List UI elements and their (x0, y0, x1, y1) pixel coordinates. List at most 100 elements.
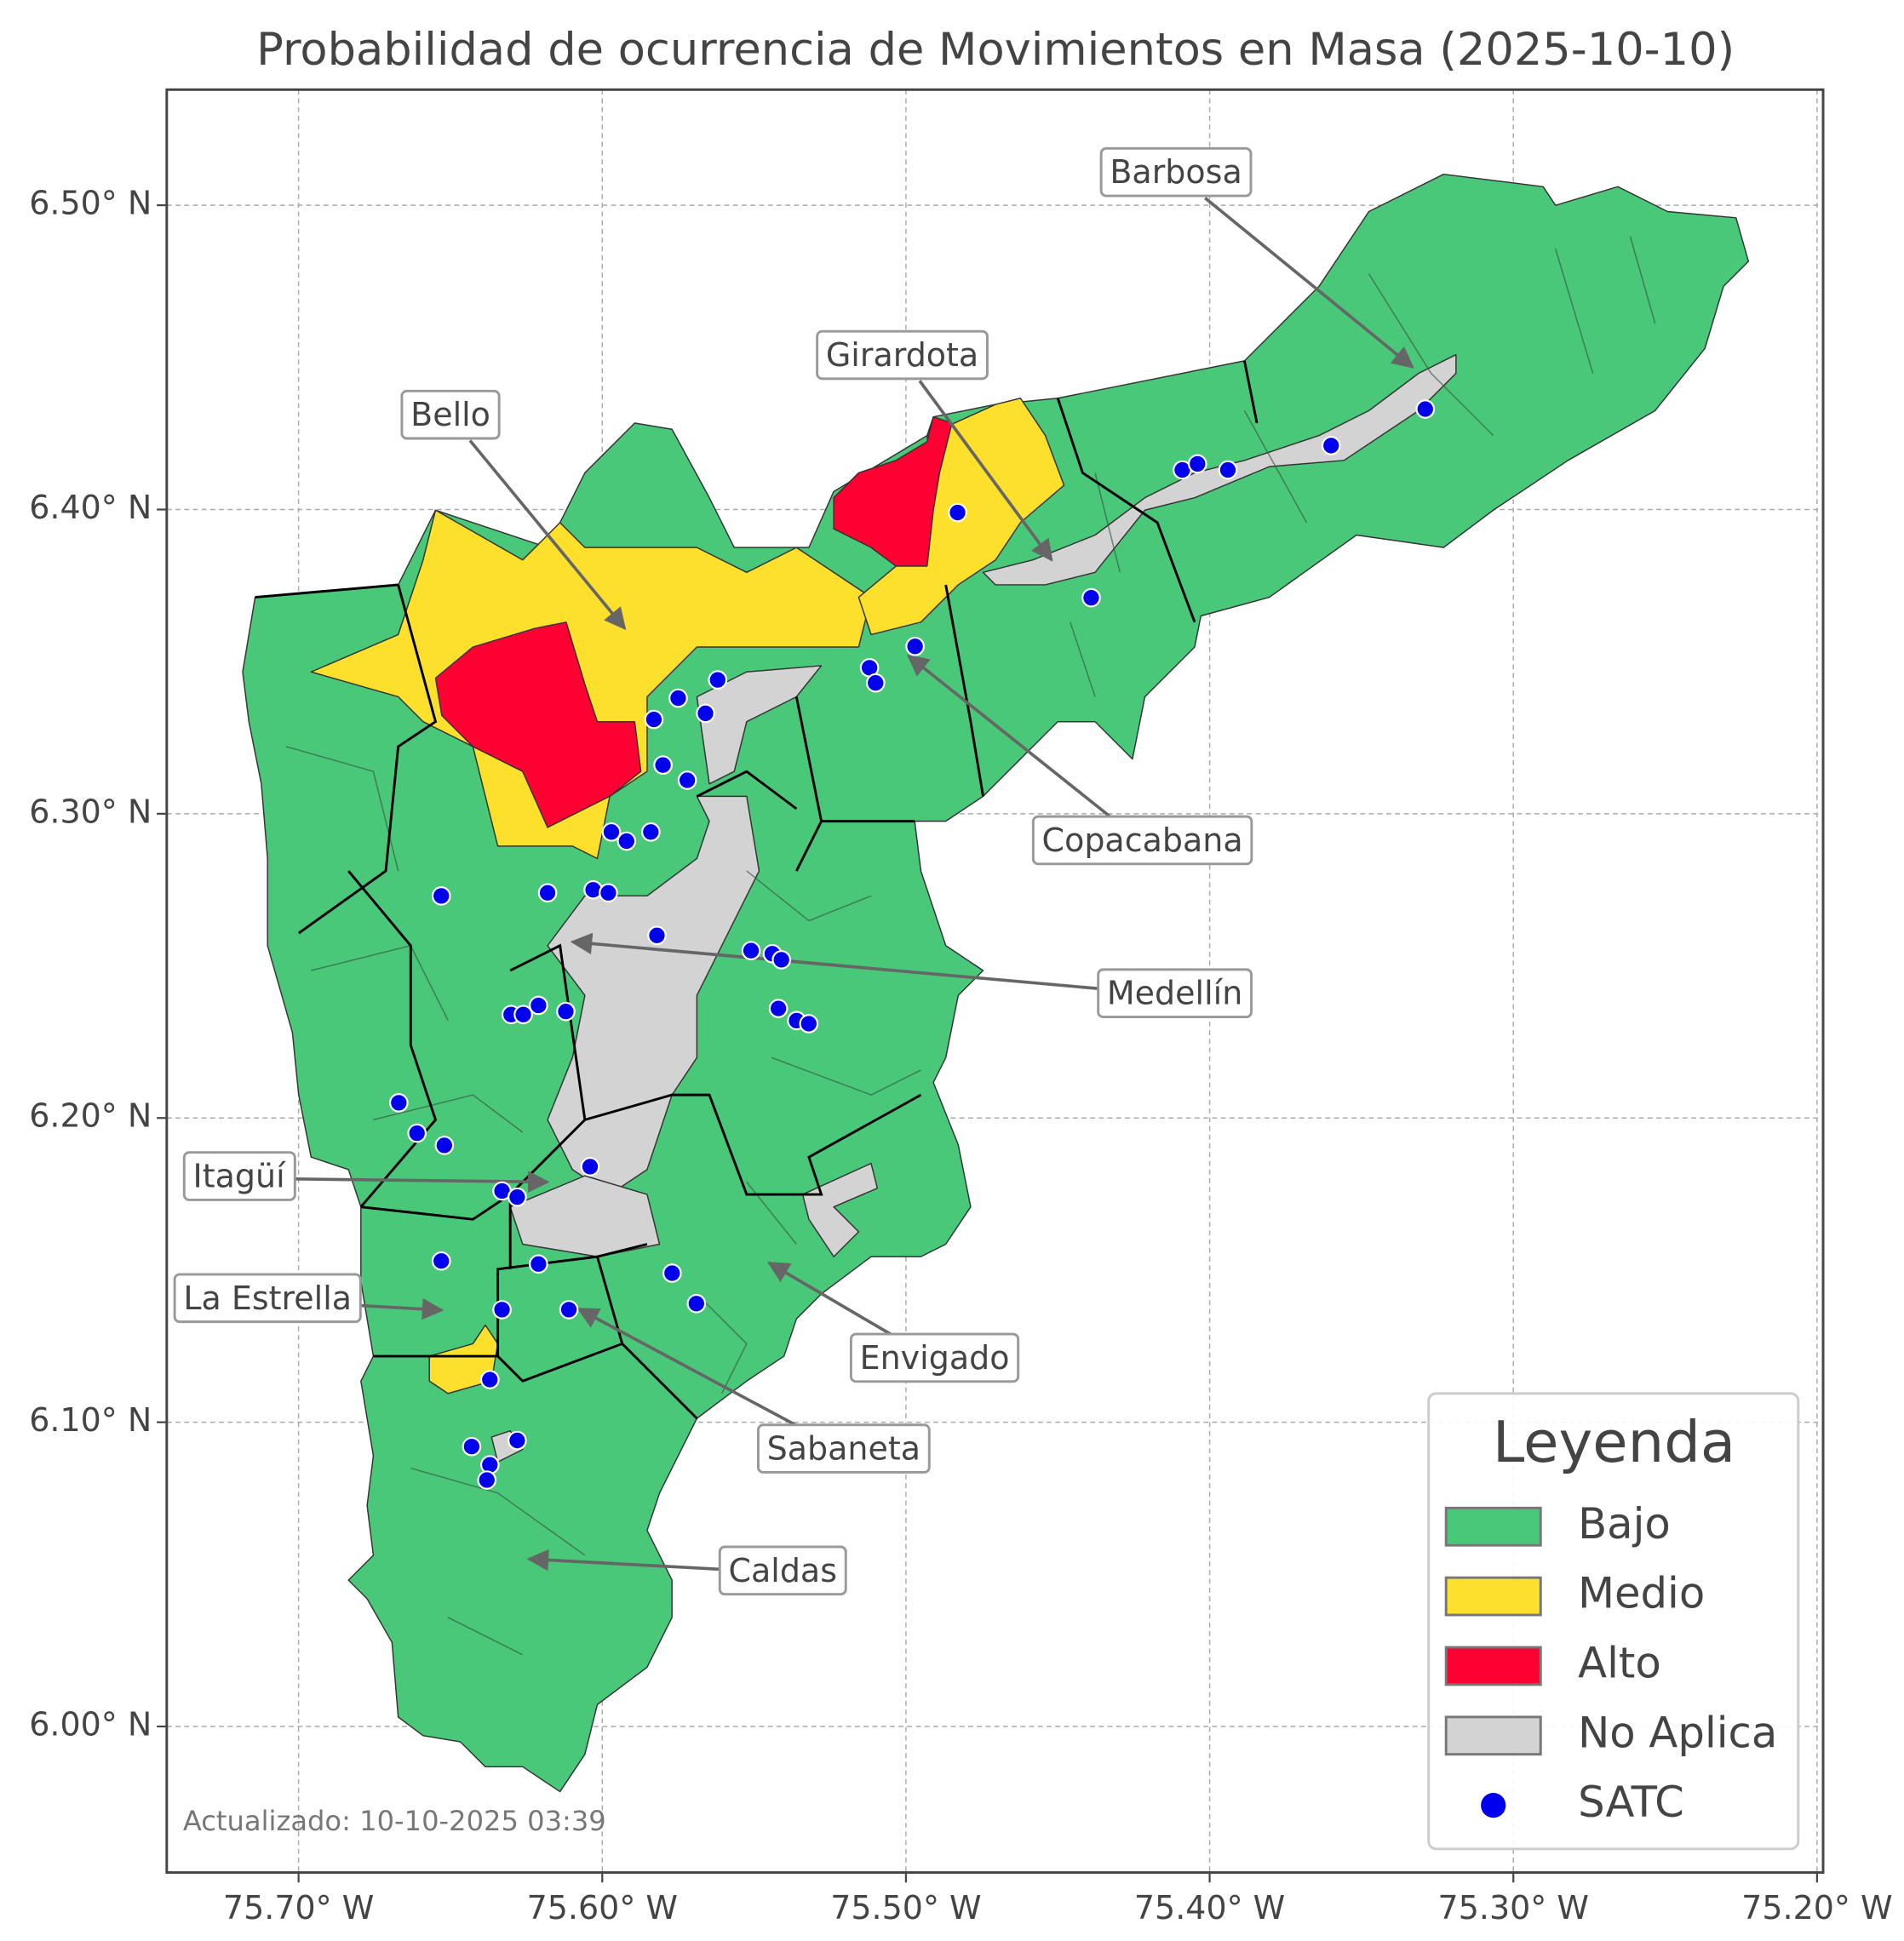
satc-point (696, 703, 715, 724)
satc-point (1415, 399, 1436, 419)
x-tick-label: 75.20° W (1741, 1889, 1892, 1927)
annotation-label: La Estrella (183, 1280, 352, 1317)
satc-point (1321, 436, 1341, 455)
annotation-box (182, 1151, 296, 1201)
satc-point (479, 1370, 500, 1389)
x-tick-label: 75.50° W (830, 1889, 981, 1927)
region-medio (428, 1324, 499, 1394)
satc-point (492, 1300, 512, 1320)
annotation-arrow (294, 1171, 550, 1193)
satc-point (905, 636, 925, 656)
region-no-aplica (801, 1162, 879, 1257)
satc-point (641, 822, 661, 842)
annotation-box (756, 1423, 931, 1474)
x-tick-label: 75.60° W (527, 1889, 678, 1927)
satc-point (388, 1093, 409, 1113)
satc-point (647, 925, 667, 946)
annotation: Envigado (766, 1261, 1020, 1383)
annotation-box (1031, 815, 1253, 866)
satc-point (741, 941, 761, 961)
x-tick-label: 75.30° W (1438, 1889, 1589, 1927)
legend-label: Medio (1578, 1569, 1705, 1618)
annotation-label: Girardota (826, 336, 978, 374)
legend-swatch (1444, 1646, 1542, 1686)
legend-swatch (1444, 1506, 1542, 1547)
legend-label: SATC (1578, 1778, 1684, 1827)
annotation-label: Envigado (860, 1339, 1010, 1377)
satc-point (431, 886, 451, 906)
annotation-arrow (576, 1307, 800, 1429)
satc-point (768, 999, 789, 1018)
region-no-aplica (696, 665, 823, 785)
satc-point (462, 1436, 482, 1457)
annotation: La Estrella (173, 1273, 444, 1324)
annotation-label: Barbosa (1110, 153, 1242, 191)
satc-point (529, 1254, 548, 1274)
satc-point (1218, 460, 1238, 480)
annotation-arrow (906, 654, 1114, 821)
satc-point (537, 883, 558, 903)
satc-point (677, 770, 697, 790)
annotation-label: Sabaneta (767, 1430, 920, 1468)
region-medio (310, 509, 872, 860)
satc-point (407, 1123, 427, 1143)
x-tick-label: 75.70° W (223, 1889, 374, 1927)
satc-point (529, 995, 548, 1016)
annotation-label: Bello (410, 396, 490, 433)
annotation-box (400, 389, 501, 440)
y-tick-label: 6.30° N (29, 793, 152, 830)
satc-point (686, 1293, 707, 1314)
annotation: Sabaneta (576, 1307, 931, 1474)
annotation-arrow (766, 1261, 895, 1338)
satc-point (948, 502, 967, 523)
annotation: Copacabana (906, 654, 1253, 866)
y-tick-label: 6.40° N (29, 489, 152, 526)
region-alto (434, 621, 642, 828)
annotation: Medellín (570, 932, 1253, 1019)
annotation: Girardota (816, 329, 1053, 562)
annotation-arrow (1204, 197, 1414, 369)
satc-point (599, 883, 618, 903)
satc-point (708, 670, 728, 690)
legend-label: No Aplica (1578, 1708, 1777, 1757)
annotation-box (718, 1545, 847, 1596)
map-frame (165, 88, 1825, 1875)
satc-points (388, 399, 1436, 1490)
legend-label: Bajo (1578, 1499, 1671, 1549)
annotation: Caldas (526, 1545, 847, 1596)
satc-point (865, 673, 886, 693)
y-tick-label: 6.50° N (29, 185, 152, 222)
satc-point (644, 709, 664, 730)
y-tick-label: 6.00° N (29, 1706, 152, 1743)
legend-title: Leyenda (1493, 1409, 1735, 1475)
satc-point (556, 1001, 576, 1022)
satc-point (434, 1136, 455, 1155)
satc-point (513, 1005, 533, 1025)
legend-swatch (1444, 1715, 1542, 1756)
municipal-borders (255, 360, 1259, 1420)
satc-point (477, 1470, 497, 1490)
satc-point (1081, 587, 1101, 608)
satc-point (1187, 454, 1207, 474)
y-tick-label: 6.10° N (29, 1401, 152, 1439)
annotation-label: Copacabana (1042, 822, 1243, 859)
region-no-aplica (509, 1175, 661, 1257)
annotation-arrow (526, 1549, 720, 1572)
satc-point (653, 755, 673, 776)
x-tick-label: 75.40° W (1134, 1889, 1285, 1927)
annotation: Barbosa (1099, 146, 1414, 369)
satc-point (771, 950, 792, 970)
legend-swatch (1444, 1576, 1542, 1617)
annotation-label: Itagüí (193, 1158, 287, 1195)
annotation-box (173, 1273, 362, 1324)
legend-marker (1481, 1793, 1506, 1818)
satc-point (508, 1187, 527, 1207)
annotation-arrow (570, 932, 1098, 991)
annotation-arrow (360, 1297, 444, 1320)
satc-point (668, 688, 688, 708)
region-alto (833, 415, 953, 567)
annotation-box (816, 329, 989, 381)
annotation: Itagüí (182, 1151, 550, 1201)
annotation-box (1099, 146, 1253, 198)
